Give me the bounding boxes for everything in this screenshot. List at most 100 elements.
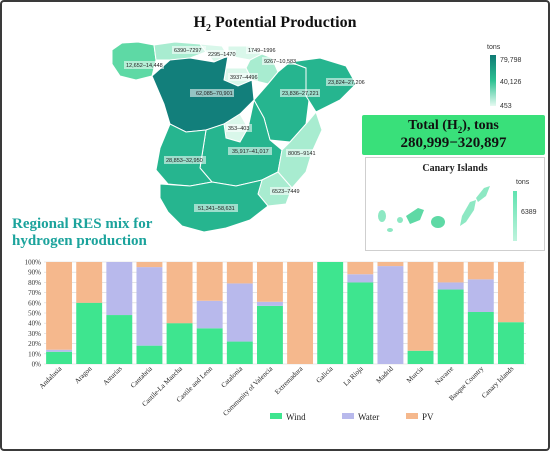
bar-segment-wind [196,328,223,364]
bar-segment-wind [407,350,434,364]
x-tick-label: Aragon [73,364,94,385]
chart-bars [46,262,524,364]
bar-segment-wind [166,323,193,364]
bar-segment-wind [347,282,374,364]
bar-segment-wind [437,289,464,364]
bar-segment-pv [407,262,434,351]
bar-segment-wind [226,341,253,364]
legend-swatch-pv [406,413,418,419]
canary-legend-bar [513,191,517,241]
bar-segment-pv [437,262,464,283]
region-extremadura [155,123,213,187]
label-asturias: 6390–7297 [174,48,202,54]
res-mix-title-line2: hydrogen production [12,233,147,249]
x-tick-label: Community of Valencia [221,364,274,417]
bar-segment-water [46,349,73,352]
bar-segment-water [226,283,253,342]
x-tick-label: Cantabria [129,364,155,390]
x-tick-label: Murcia [405,364,426,385]
label-galicia: 12,652–14,448 [126,63,163,69]
x-tick-label: Catalonia [220,364,245,389]
x-tick-label: Extremadura [273,364,305,396]
bar-segment-wind [136,345,163,364]
label-extremadura: 28,853–32,950 [166,158,203,164]
bar-segment-water [467,279,494,312]
canary-title: Canary Islands [422,163,488,174]
canary-legend-unit: tons [516,179,530,186]
map-legend-unit: tons [487,44,501,51]
bar-segment-water [106,262,133,316]
map-title: H2 Potential Production [193,14,357,35]
label-madrid: 353–403 [228,126,249,132]
island-la-gomera [397,217,403,223]
bar-segment-pv [497,262,524,323]
island-la-palma [378,210,386,222]
label-catalonia: 23,824–27,206 [328,80,365,86]
bar-segment-pv [287,262,314,364]
bar-segment-wind [76,302,103,364]
bar-segment-wind [256,305,283,364]
legend-label-pv: PV [422,412,434,422]
y-tick-label: 0% [32,361,42,369]
label-aragon: 23,836–27,221 [282,91,319,97]
bar-segment-water [136,267,163,346]
total-production-box: Total (H2), tons 280,999−320,897 [362,115,545,155]
canary-legend-value: 6389 [521,209,537,216]
x-tick-label: La Rioja [342,364,365,387]
label-valencia: 8005–9141 [288,151,316,157]
bar-segment-pv [377,262,404,267]
legend-label-wind: Wind [286,412,306,422]
bar-segment-water [437,282,464,290]
x-tick-label: Canary Islands [480,365,515,400]
total-label: Total (H2), tons [408,118,499,135]
chart-legend: Wind Water PV [270,412,434,422]
label-murcia: 6523–7449 [272,189,300,195]
y-tick-label: 80% [28,279,41,287]
bar-segment-pv [467,262,494,280]
bar-segment-pv [196,262,223,301]
bar-segment-water [196,300,223,329]
x-tick-label: Madrid [375,364,396,385]
bar-segment-water [256,301,283,306]
bar-segment-wind [467,311,494,364]
label-navarre: 9267–10,583 [264,59,296,65]
island-lanzarote [476,186,490,202]
region-catalonia [289,57,357,113]
y-tick-label: 20% [28,340,41,348]
bar-segment-wind [497,322,524,364]
y-tick-label: 70% [28,289,41,297]
y-tick-label: 90% [28,269,41,277]
y-tick-label: 100% [25,259,42,267]
island-el-hierro [387,228,393,232]
x-tick-label: Asturias [102,365,124,387]
res-mix-title: Regional RES mix for hydrogen production [12,216,152,250]
island-fuerteventura [460,200,476,226]
bar-segment-wind [317,262,344,364]
label-cantabria: 2295–1470 [208,52,236,58]
label-larioja: 3937–4496 [230,75,258,81]
legend-swatch-water [342,413,354,419]
bar-segment-pv [256,262,283,302]
region-labels: 12,652–14,448 6390–7297 2295–1470 1749–1… [124,46,366,212]
y-tick-label: 40% [28,320,41,328]
y-tick-label: 60% [28,299,41,307]
canary-map: tons 6389 [378,179,537,241]
label-andalusia: 51,341–58,631 [198,206,235,212]
map-legend-mid: 40,126 [500,79,522,86]
chart-x-ticks: Andalusia Aragon Asturias CantabriaCastile-… [38,364,516,417]
map-legend-bar [490,55,496,106]
bar-segment-pv [166,262,193,324]
res-mix-title-line1: Regional RES mix for [12,216,153,232]
legend-swatch-wind [270,413,282,419]
legend-label-water: Water [358,412,379,422]
bar-segment-water [347,274,374,283]
bar-segment-pv [46,262,73,350]
map-legend-min: 453 [500,103,512,110]
x-tick-label: Navarre [434,365,456,387]
island-gran-canaria [431,216,445,228]
canary-inset: Canary Islands tons 6389 [365,157,545,251]
y-tick-label: 10% [28,350,41,358]
x-tick-label: Andalusia [38,364,64,390]
